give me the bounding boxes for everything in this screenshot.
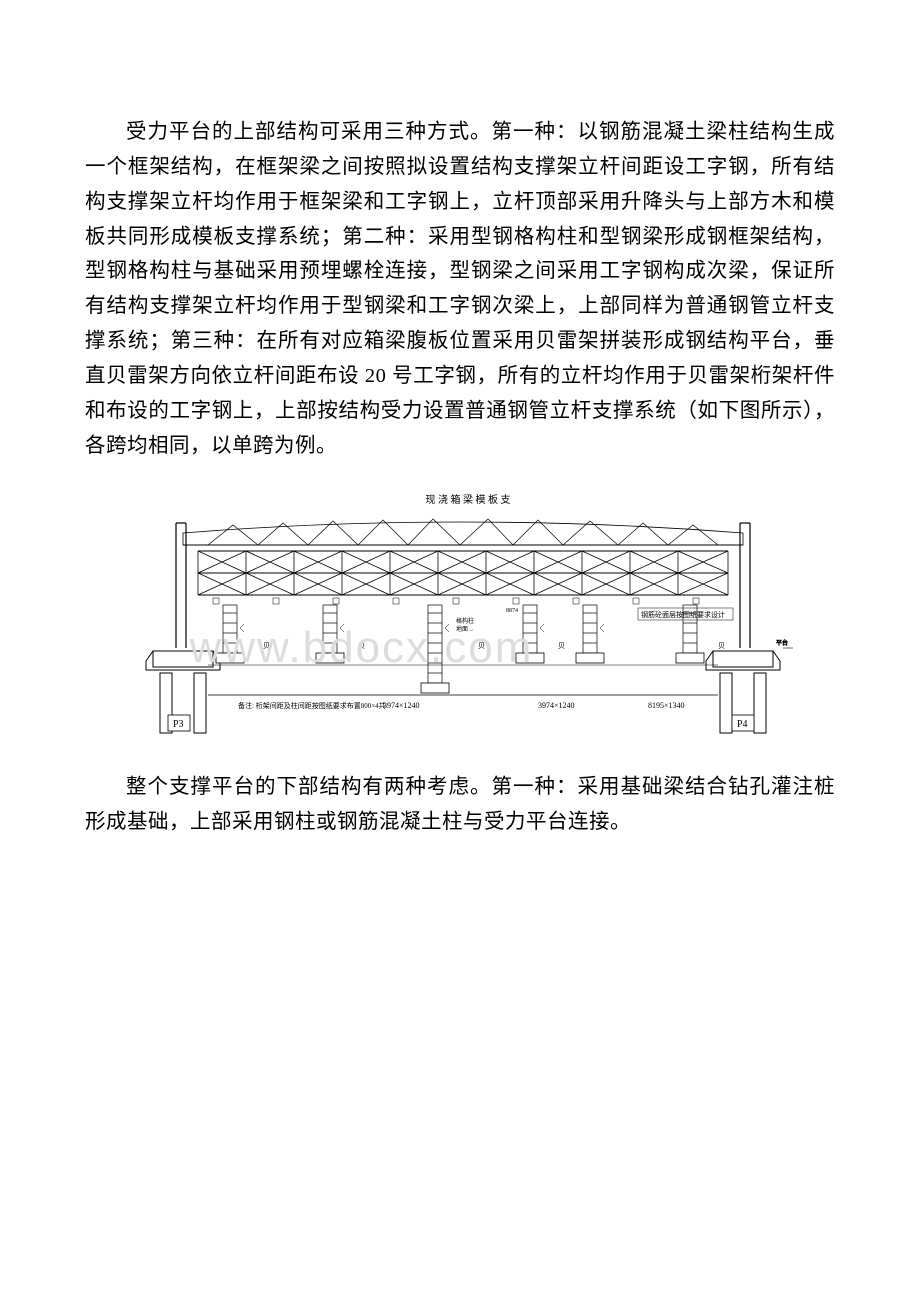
svg-text:3974×1240: 3974×1240 bbox=[538, 701, 575, 710]
svg-text:贝: 贝 bbox=[478, 642, 485, 650]
svg-text:格构柱: 格构柱 bbox=[456, 617, 474, 625]
bridge-diagram: www.bdocx.com 现 浇 箱 梁 模 板 支 bbox=[128, 483, 793, 758]
svg-text:8195×1340: 8195×1340 bbox=[648, 701, 685, 710]
svg-text:贝: 贝 bbox=[358, 642, 365, 650]
label-p3: P3 bbox=[173, 719, 184, 730]
svg-text:8874: 8874 bbox=[506, 608, 518, 614]
diagram-title: 现 浇 箱 梁 模 板 支 bbox=[425, 493, 510, 506]
svg-text:钢筋砼面层按图纸要求设计: 钢筋砼面层按图纸要求设计 bbox=[641, 610, 725, 619]
paragraph-1: 受力平台的上部结构可采用三种方式。第一种：以钢筋混凝土梁柱结构生成一个框架结构，… bbox=[85, 115, 835, 463]
label-p4: P4 bbox=[737, 719, 748, 730]
svg-text:地面→: 地面→ bbox=[456, 625, 474, 633]
svg-text:贝: 贝 bbox=[558, 642, 565, 650]
svg-text:贝: 贝 bbox=[263, 642, 270, 650]
svg-text:备注: 桁架间距及柱间距按图纸要求布置800×4共: 备注: 桁架间距及柱间距按图纸要求布置800×4共 bbox=[238, 701, 386, 710]
svg-text:3974×1240: 3974×1240 bbox=[383, 701, 420, 710]
diagram-svg: 现 浇 箱 梁 模 板 支 bbox=[128, 483, 793, 758]
svg-text:平台: 平台 bbox=[776, 639, 788, 647]
svg-text:贝: 贝 bbox=[718, 642, 725, 650]
paragraph-2: 整个支撑平台的下部结构有两种考虑。第一种：采用基础梁结合钻孔灌注桩形成基础，上部… bbox=[85, 770, 835, 840]
